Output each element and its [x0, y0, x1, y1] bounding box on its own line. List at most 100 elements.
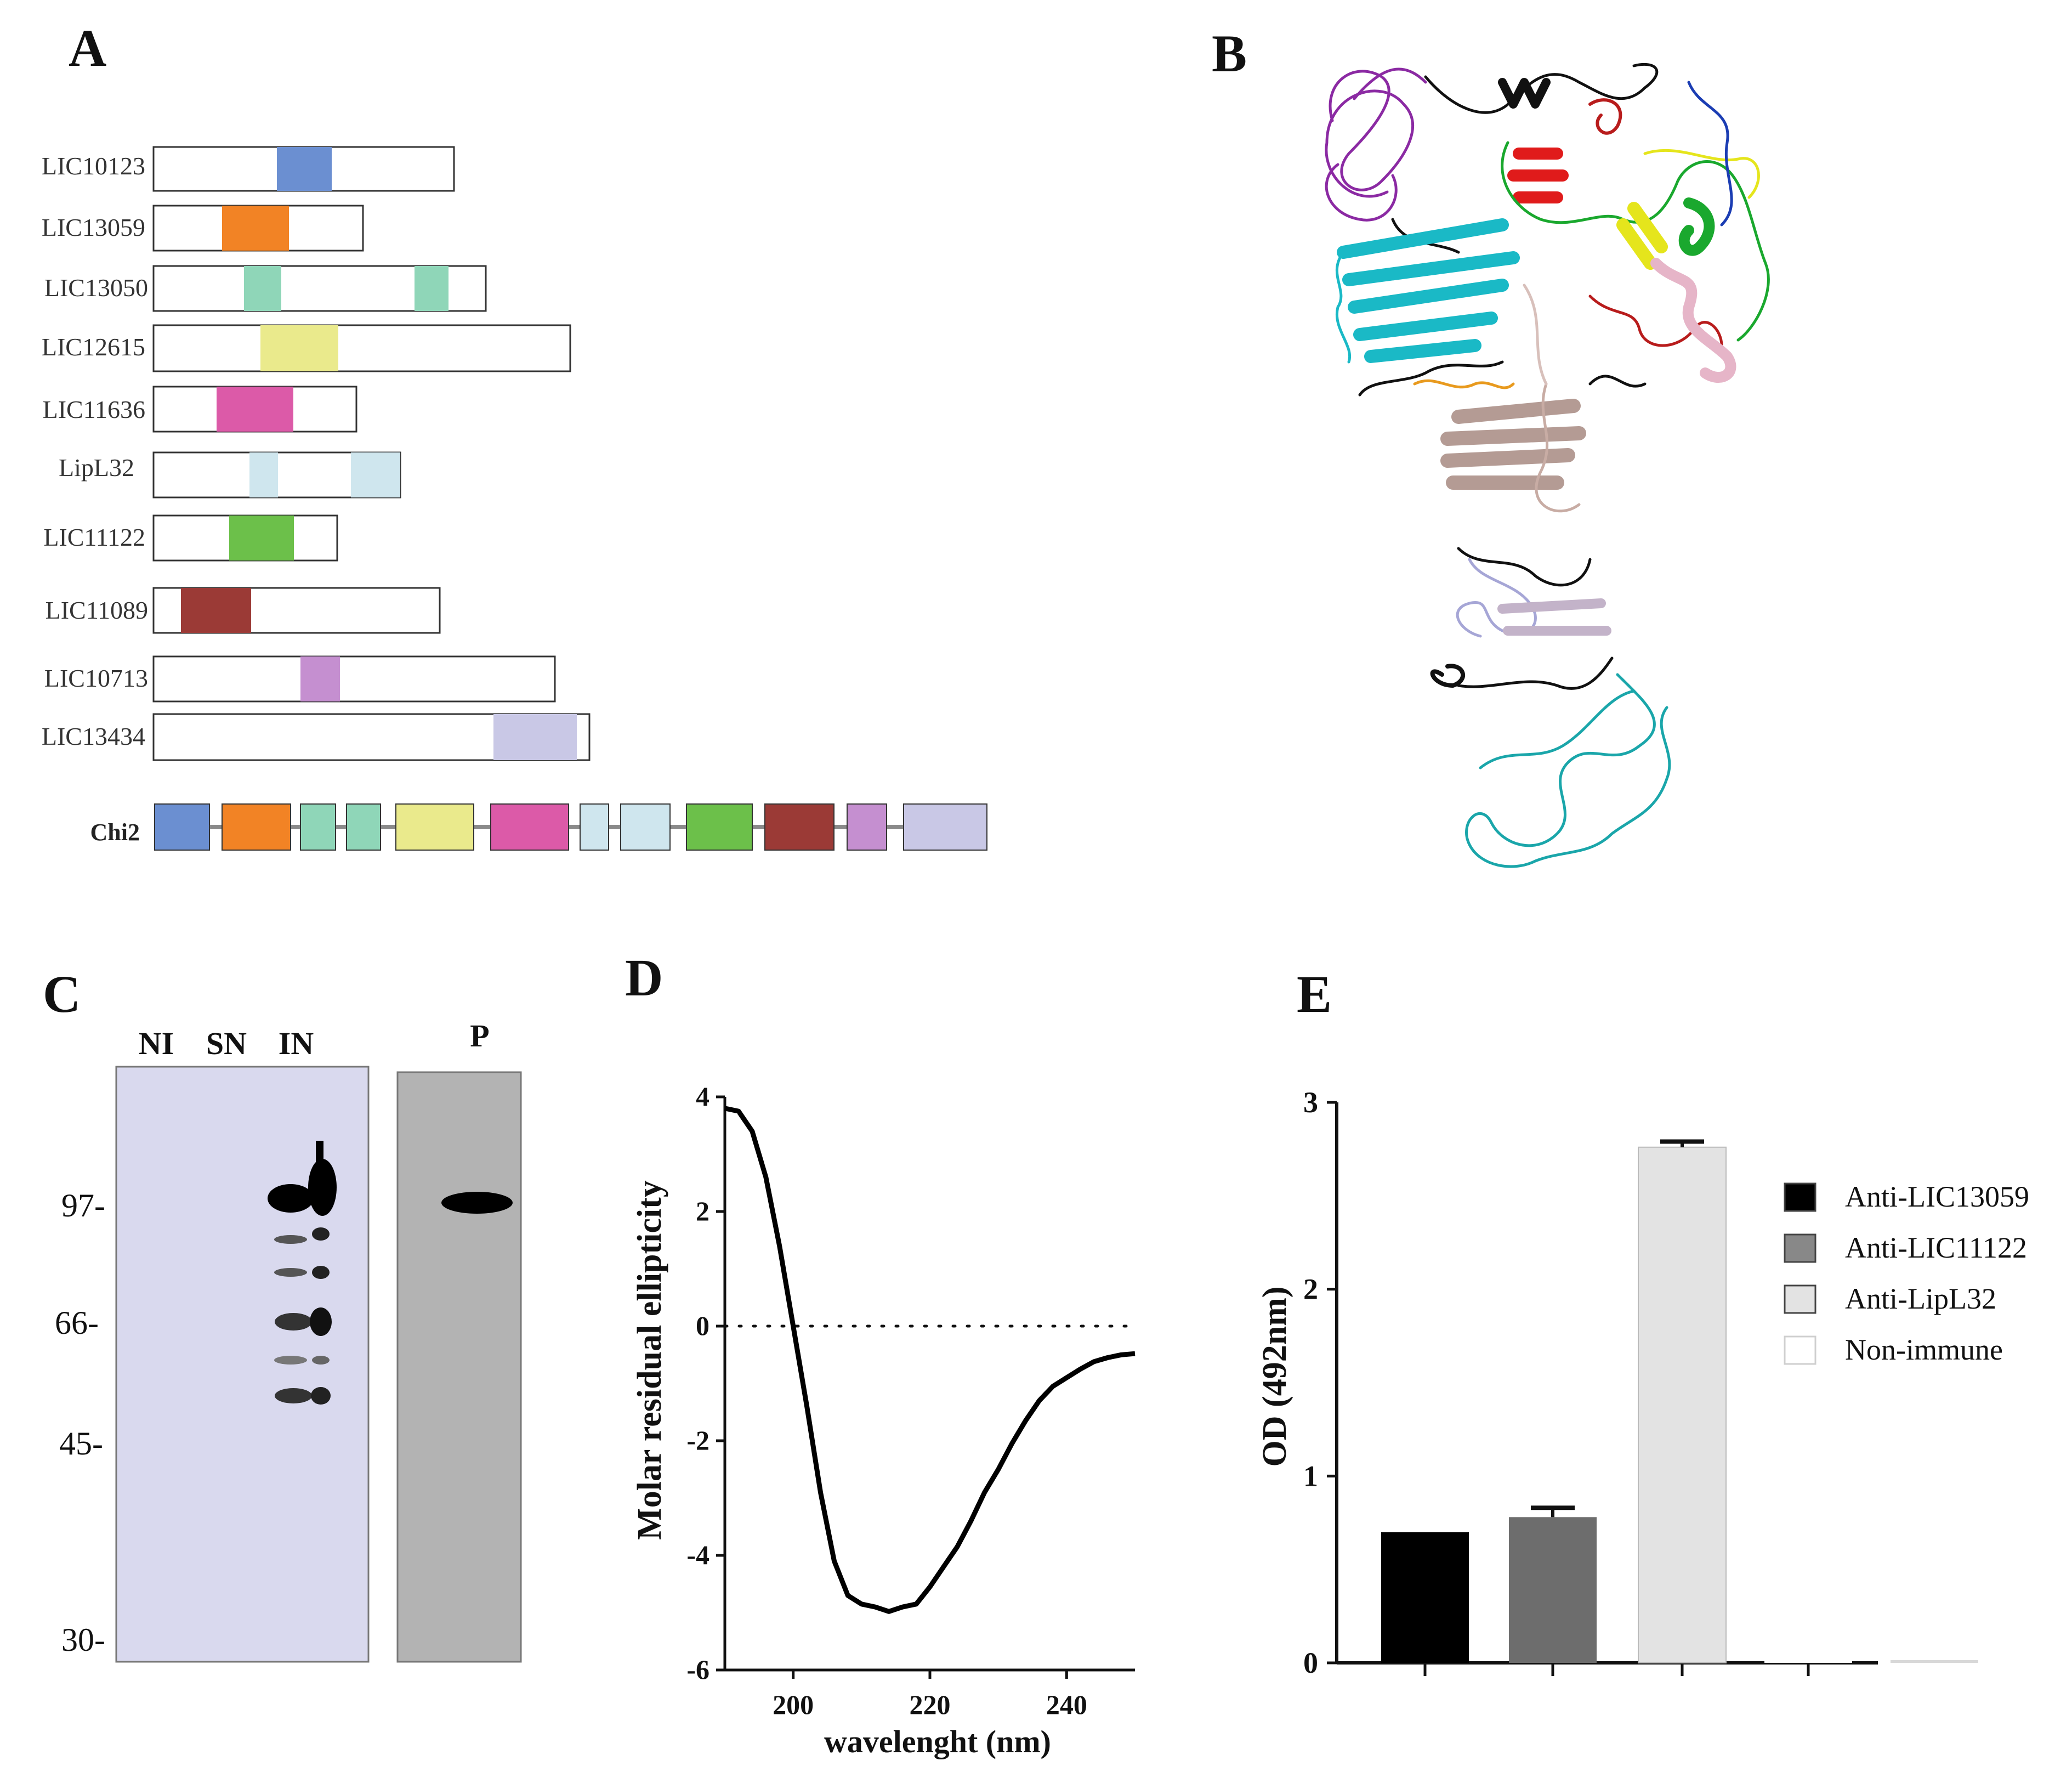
- gene-row: LIC11089: [46, 587, 441, 634]
- blot-bands: [268, 1141, 513, 1405]
- y-tick-label: 2: [1303, 1273, 1318, 1306]
- marker-66: 66-: [55, 1305, 99, 1341]
- marker-97: 97-: [61, 1187, 105, 1224]
- x-tick-label: 200: [773, 1689, 814, 1720]
- chimera-block: [154, 803, 210, 851]
- legend-swatch: [1784, 1233, 1816, 1263]
- lane-label-ni: NI: [139, 1026, 174, 1061]
- gene-row: LIC13050: [44, 265, 487, 312]
- chimera-block: [903, 803, 987, 851]
- gene-row: LIC13059: [42, 205, 364, 252]
- chimera-block: [620, 803, 671, 851]
- gene-fragment: [222, 206, 289, 251]
- y-axis-label: OD (492nm): [1256, 1287, 1293, 1467]
- panel-a-domain-map: LIC10123 LIC13059 LIC13050 LIC12615 LIC1…: [42, 146, 987, 851]
- panel-label-c: C: [43, 965, 81, 1023]
- gene-fragment: [493, 714, 577, 760]
- legend-label: Anti-LIC13059: [1845, 1180, 2029, 1213]
- bar: [1381, 1532, 1469, 1663]
- y-tick-label: -6: [686, 1654, 709, 1685]
- y-axis-label: Molar residual ellipticity: [631, 1180, 668, 1540]
- blot-membrane-right: [396, 1071, 522, 1663]
- gene-bar: [152, 655, 556, 703]
- bars: [1381, 1139, 1978, 1663]
- x-tick-labels: 200 220 240: [773, 1689, 1087, 1720]
- gene-bar: [152, 324, 571, 372]
- lane-label-p: P: [470, 1018, 489, 1054]
- gene-row: LIC11122: [43, 514, 338, 562]
- spectrum-line: [724, 1106, 1136, 1614]
- marker-30: 30-: [61, 1622, 105, 1658]
- gene-row: LIC11636: [43, 386, 357, 433]
- legend-swatch: [1784, 1182, 1816, 1212]
- legend-label: Non-immune: [1845, 1333, 2003, 1366]
- chimera-block: [222, 803, 291, 851]
- gene-label: LIC13050: [44, 274, 148, 302]
- x-tick-label: 240: [1046, 1689, 1087, 1720]
- chimera-block: [346, 803, 381, 851]
- legend-swatch: [1784, 1284, 1816, 1314]
- x-axis-label: wavelenght (nm): [824, 1724, 1051, 1759]
- gene-label: LipL32: [59, 454, 134, 482]
- y-tick-label: 0: [1303, 1646, 1318, 1679]
- bar: [1891, 1660, 1978, 1663]
- gene-label: LIC12615: [42, 333, 145, 361]
- chart-axes: [716, 1095, 1135, 1679]
- panel-label-b: B: [1212, 24, 1247, 83]
- chimera-block: [580, 803, 609, 851]
- gene-label: LIC10713: [44, 664, 148, 692]
- legend-label: Anti-LIC11122: [1845, 1231, 2027, 1264]
- y-tick-label: 4: [696, 1081, 709, 1112]
- y-tick-label: 2: [696, 1196, 709, 1226]
- bar: [1764, 1660, 1852, 1663]
- panel-label-a: A: [69, 19, 106, 77]
- gene-row: LIC13434: [42, 713, 591, 761]
- y-tick-label: -2: [686, 1425, 709, 1456]
- gene-label: LIC11636: [43, 395, 145, 423]
- gene-label: LIC11122: [43, 523, 145, 551]
- chimera-block: [764, 803, 835, 851]
- gene-label: LIC11089: [46, 596, 148, 624]
- chimera-block: [847, 803, 887, 851]
- gene-fragment: [229, 516, 294, 561]
- gene-label: LIC13059: [42, 213, 145, 241]
- y-tick-label: -4: [686, 1539, 709, 1570]
- panel-label-e: E: [1297, 965, 1332, 1023]
- western-blot: NI SN IN P 97- 66- 45- 30-: [55, 1018, 522, 1663]
- chimera-block: [490, 803, 569, 851]
- x-tick-label: 220: [910, 1689, 951, 1720]
- gene-fragment: [300, 656, 340, 701]
- gene-row: LIC12615: [42, 324, 571, 372]
- gene-label: LIC10123: [42, 152, 145, 180]
- gene-fragment: [415, 266, 449, 311]
- protein-structure-image: [1325, 63, 1770, 868]
- blot-membrane-left: [115, 1066, 370, 1663]
- y-tick-label: 1: [1303, 1459, 1318, 1492]
- y-tick-label: 3: [1303, 1086, 1318, 1119]
- legend-swatch: [1784, 1335, 1816, 1365]
- lane-label-sn: SN: [206, 1026, 247, 1061]
- gene-label: LIC13434: [42, 722, 145, 750]
- y-tick-labels: 4 2 0 -2 -4 -6: [686, 1081, 709, 1685]
- gene-fragment: [181, 588, 251, 633]
- chimera-block: [395, 803, 474, 851]
- legend-label: Anti-LipL32: [1845, 1282, 1996, 1315]
- gene-row: LipL32: [59, 451, 401, 499]
- gene-fragment: [260, 325, 338, 371]
- lane-label-in: IN: [279, 1026, 314, 1061]
- gene-fragment: [277, 147, 332, 191]
- legend: Anti-LIC13059 Anti-LIC11122 Anti-LipL32 Non…: [1784, 1180, 2029, 1366]
- y-tick-label: 0: [696, 1310, 709, 1341]
- gene-row: LIC10713: [44, 655, 556, 703]
- chimera-blocks: [154, 803, 987, 851]
- cd-spectrum-chart: 4 2 0 -2 -4 -6 200 220 240 wavelenght (nm) Mola…: [631, 1081, 1137, 1759]
- bar: [1638, 1146, 1727, 1663]
- chimera-block: [686, 803, 753, 851]
- gene-fragment: [351, 452, 400, 497]
- gene-row: LIC10123: [42, 146, 455, 192]
- chimera-label: Chi2: [90, 819, 140, 846]
- y-tick-labels: 0 1 2 3: [1303, 1086, 1318, 1679]
- gene-fragment: [217, 387, 293, 432]
- gene-fragment: [244, 266, 281, 311]
